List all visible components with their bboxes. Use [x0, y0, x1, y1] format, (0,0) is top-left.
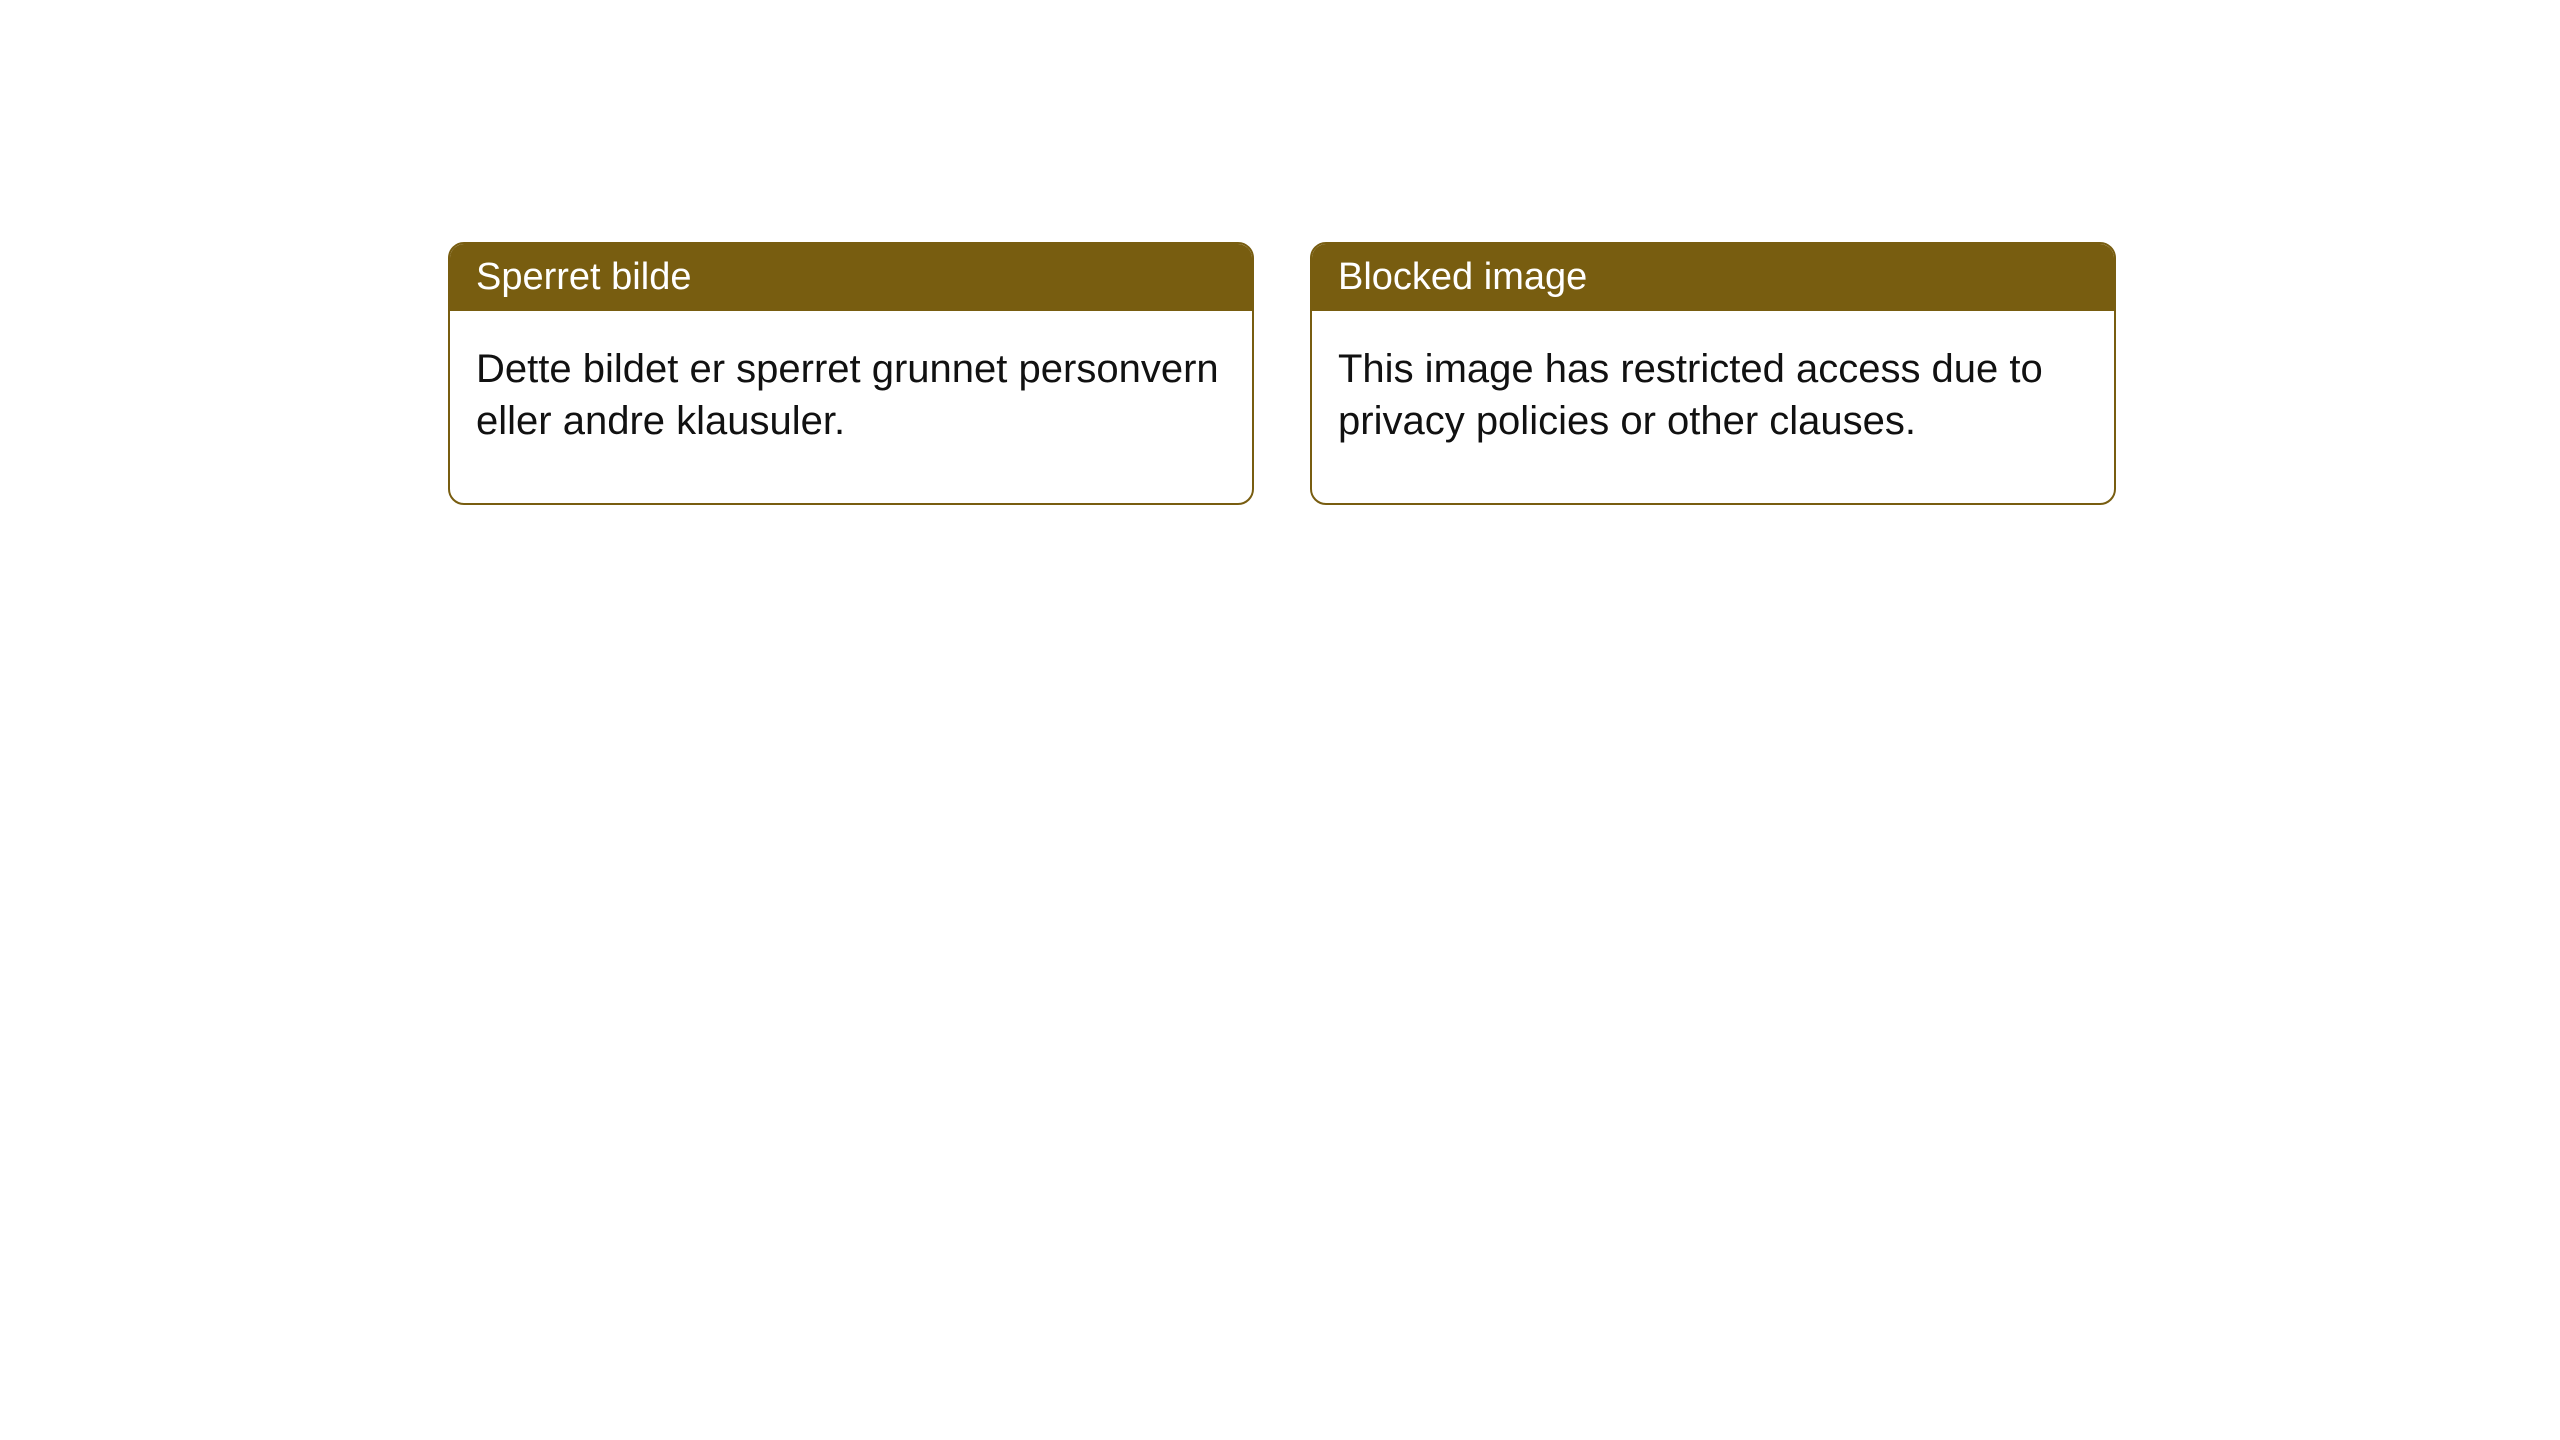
notice-body: Dette bildet er sperret grunnet personve… [450, 311, 1252, 503]
notice-card-norwegian: Sperret bilde Dette bildet er sperret gr… [448, 242, 1254, 505]
notice-body: This image has restricted access due to … [1312, 311, 2114, 503]
notice-card-english: Blocked image This image has restricted … [1310, 242, 2116, 505]
notice-container: Sperret bilde Dette bildet er sperret gr… [448, 242, 2116, 505]
notice-title: Sperret bilde [450, 244, 1252, 311]
notice-title: Blocked image [1312, 244, 2114, 311]
